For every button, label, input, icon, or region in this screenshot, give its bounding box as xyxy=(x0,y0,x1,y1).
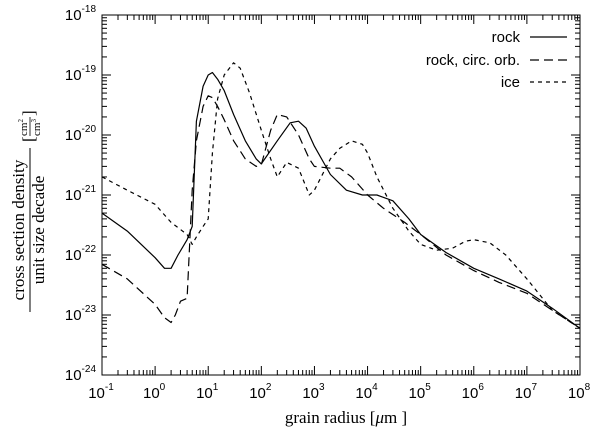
y-tick-label: 10-21 xyxy=(65,184,97,204)
x-tick-label: 105 xyxy=(409,382,432,402)
y-tick-label: 10-20 xyxy=(65,124,97,144)
series-line-2 xyxy=(101,95,581,329)
x-tick-label: 10-1 xyxy=(88,382,114,402)
series-line-1 xyxy=(101,71,581,329)
x-axis-title: grain radius [μm ] xyxy=(285,408,407,427)
y-axis-title-denominator: unit size decade xyxy=(29,176,48,285)
series-group xyxy=(101,62,581,329)
legend-group: rock rock, circ. orb. ice xyxy=(426,29,567,91)
plot-frame xyxy=(101,14,581,376)
y-axis-unit-numerator: cm2 xyxy=(17,119,30,136)
series-line-3 xyxy=(101,62,581,329)
y-tick-label: 10-22 xyxy=(65,244,97,264)
y-axis-bracket-open: [ xyxy=(19,136,38,142)
x-tick-label: 106 xyxy=(462,382,485,402)
x-tick-label: 101 xyxy=(196,382,219,402)
y-tick-label: 10-24 xyxy=(65,364,97,384)
y-axis-title: cross section density unit size decade [… xyxy=(9,110,48,312)
y-tick-label: 10-18 xyxy=(65,4,97,24)
x-tick-label: 104 xyxy=(355,382,378,402)
ticks-group xyxy=(101,14,581,376)
y-axis-bracket-close: ] xyxy=(19,110,38,116)
x-tick-label: 100 xyxy=(143,382,166,402)
x-tick-label: 107 xyxy=(515,382,538,402)
x-tick-label: 108 xyxy=(568,382,591,402)
legend-label: rock, circ. orb. xyxy=(426,52,520,69)
plot-frame-group xyxy=(101,14,581,376)
y-tick-label: 10-19 xyxy=(65,64,97,84)
tick-labels-group: 10-1 100 101 102 103 104 105 106 107 108 10-24 10-2… xyxy=(65,4,591,402)
x-tick-label: 102 xyxy=(249,382,272,402)
legend-label: ice xyxy=(501,74,520,91)
y-tick-label: 10-23 xyxy=(65,304,97,324)
legend-label: rock xyxy=(492,29,521,46)
y-axis-title-numerator: cross section density xyxy=(9,159,28,300)
y-axis-unit-denominator: cm3 xyxy=(30,119,43,136)
x-tick-label: 103 xyxy=(302,382,325,402)
